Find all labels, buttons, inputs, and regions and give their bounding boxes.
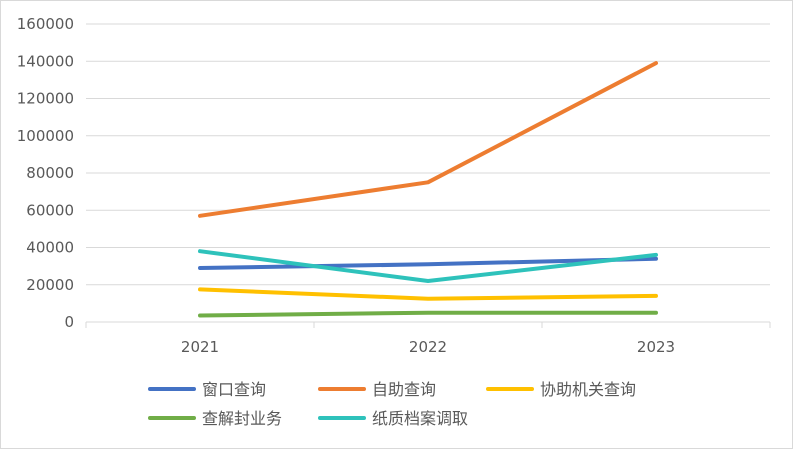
legend-label: 查解封业务 [202,409,282,428]
legend-item-2: 协助机关查询 [486,380,636,399]
legend-item-0: 窗口查询 [148,380,266,399]
legend-item-4: 纸质档案调取 [318,409,468,428]
y-tick-label: 140000 [17,52,74,70]
series-line-2 [198,287,658,301]
y-tick-label: 120000 [17,90,74,108]
y-tick-label: 60000 [26,201,74,219]
legend-label: 纸质档案调取 [372,409,468,428]
legend-label: 窗口查询 [202,380,266,399]
series-lines [198,61,658,318]
x-tick-label-2021: 2021 [181,338,219,356]
series-line-1 [198,61,658,218]
y-tick-label: 160000 [17,15,74,33]
y-tick-label: 100000 [17,127,74,145]
gridlines [86,23,770,286]
series-line-4 [198,249,658,283]
y-tick-label: 40000 [26,239,74,257]
axes: 0 20000 40000 60000 80000 100000 120000 140000 1… [17,15,771,356]
y-tick-label: 80000 [26,164,74,182]
y-tick-label: 0 [64,313,74,331]
series-line-3 [198,310,658,318]
legend-item-3: 查解封业务 [148,409,282,428]
legend-label: 协助机关查询 [540,380,636,399]
x-tick-label-2022: 2022 [409,338,447,356]
y-tick-label: 20000 [26,276,74,294]
x-tick-label-2023: 2023 [637,338,675,356]
series-line-0 [198,256,658,270]
legend-label: 自助查询 [372,380,436,399]
legend-item-1: 自助查询 [318,380,436,399]
